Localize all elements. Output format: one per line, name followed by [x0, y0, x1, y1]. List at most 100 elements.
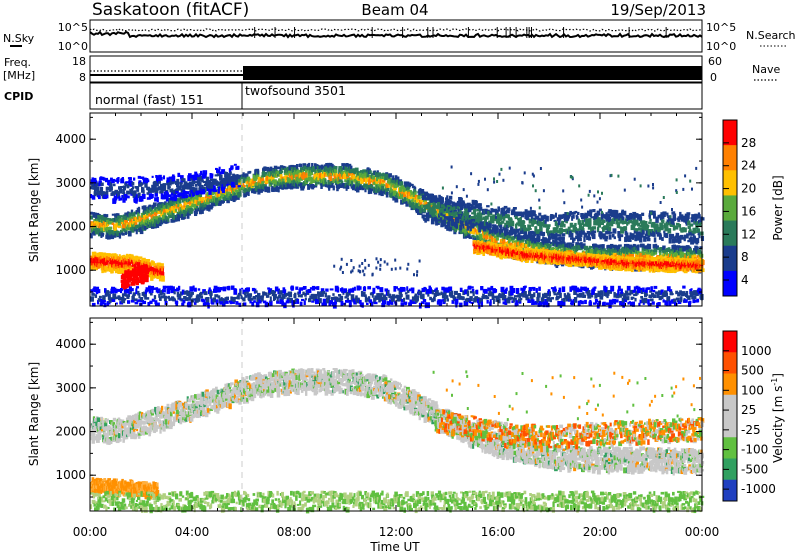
power-cell	[272, 187, 277, 191]
power-cell	[149, 207, 154, 212]
power-cell	[328, 185, 331, 191]
power-cell	[266, 187, 271, 193]
power-cell	[139, 223, 143, 229]
power-cell	[261, 181, 265, 186]
power-cell	[119, 215, 123, 218]
power-cell	[410, 201, 415, 204]
power-cell	[331, 166, 335, 170]
power-cell	[279, 165, 284, 169]
power-cell	[127, 216, 131, 221]
power-cell	[313, 174, 318, 180]
power-cell	[323, 178, 326, 183]
power-cell	[123, 254, 126, 260]
power-cell	[396, 179, 400, 183]
power-cell	[329, 166, 332, 172]
power-cell	[317, 166, 320, 169]
power-cell	[90, 233, 93, 239]
power-cell	[225, 188, 229, 194]
power-cell	[97, 220, 101, 225]
power-cell	[228, 195, 232, 201]
power-cell	[472, 227, 476, 232]
power-cell	[347, 178, 351, 183]
power-cell	[174, 205, 177, 212]
noise-right-tick-top: 10^5	[706, 21, 736, 34]
power-cell	[190, 198, 194, 203]
power-cell	[317, 182, 320, 185]
power-cell	[104, 214, 109, 218]
power-cell	[383, 174, 388, 177]
power-cell	[392, 175, 395, 181]
power-cell	[106, 256, 110, 260]
power-cell	[311, 163, 314, 169]
power-cell	[156, 208, 159, 213]
power-cell	[376, 176, 380, 182]
power-cell	[175, 217, 178, 222]
power-cell	[523, 234, 527, 240]
power-cell	[581, 244, 585, 249]
power-cell	[327, 162, 331, 168]
power-cell	[544, 243, 547, 247]
power-cell	[219, 187, 222, 191]
power-cell	[127, 284, 131, 287]
power-cell	[329, 184, 334, 188]
power-cell	[144, 225, 147, 231]
power-cell	[393, 183, 398, 189]
cpid-mode-normal: normal (fast) 151	[95, 92, 204, 107]
power-cell	[212, 202, 217, 207]
power-cell	[275, 184, 278, 188]
noise-sky-trace	[89, 30, 703, 39]
power-cell	[418, 202, 422, 207]
power-cell	[257, 169, 260, 174]
power-cell	[117, 220, 121, 226]
power-cell	[607, 244, 611, 250]
power-cell	[288, 185, 292, 189]
power-cell	[373, 170, 377, 176]
power-cell	[346, 173, 350, 180]
power-cell	[137, 213, 140, 219]
power-cell	[385, 191, 389, 198]
power-cell	[351, 168, 354, 174]
power-cell	[515, 236, 519, 240]
power-cell	[199, 192, 203, 198]
power-cell	[380, 183, 384, 186]
power-cell	[285, 171, 288, 176]
power-cell	[130, 216, 134, 220]
power-cell	[344, 179, 347, 183]
power-cell	[403, 192, 407, 198]
power-cell	[389, 192, 393, 198]
power-cell	[382, 180, 386, 183]
power-cell	[191, 200, 194, 206]
power-cell	[331, 183, 334, 186]
power-cell	[105, 261, 108, 265]
power-cell	[369, 175, 372, 178]
power-cell	[327, 179, 331, 186]
power-cell	[349, 165, 353, 170]
freq-left-tick-bottom: 8	[79, 71, 86, 84]
power-cell	[110, 218, 113, 221]
power-cell	[306, 180, 309, 183]
power-cell	[125, 215, 128, 220]
station-title: Saskatoon (fitACF)	[92, 0, 249, 20]
power-cell	[248, 178, 251, 185]
power-cell	[385, 172, 389, 175]
power-cell	[186, 213, 190, 219]
power-cell	[156, 268, 161, 273]
power-cell	[103, 215, 108, 220]
power-cell	[345, 163, 349, 167]
power-cell	[160, 272, 165, 278]
power-cell	[405, 184, 410, 191]
power-cell	[93, 231, 96, 236]
power-cell	[149, 268, 152, 273]
power-cell	[513, 240, 517, 243]
power-cell	[549, 241, 553, 244]
power-cell	[128, 274, 132, 280]
nave-label: Nave	[752, 63, 780, 76]
power-cell	[320, 183, 323, 189]
power-cell	[561, 241, 566, 246]
noise-right-label: N.Search	[746, 29, 796, 42]
power-cell	[170, 206, 175, 209]
power-cell	[335, 173, 338, 177]
power-cell	[391, 177, 396, 184]
power-cell	[417, 205, 421, 210]
power-cell	[378, 182, 382, 188]
